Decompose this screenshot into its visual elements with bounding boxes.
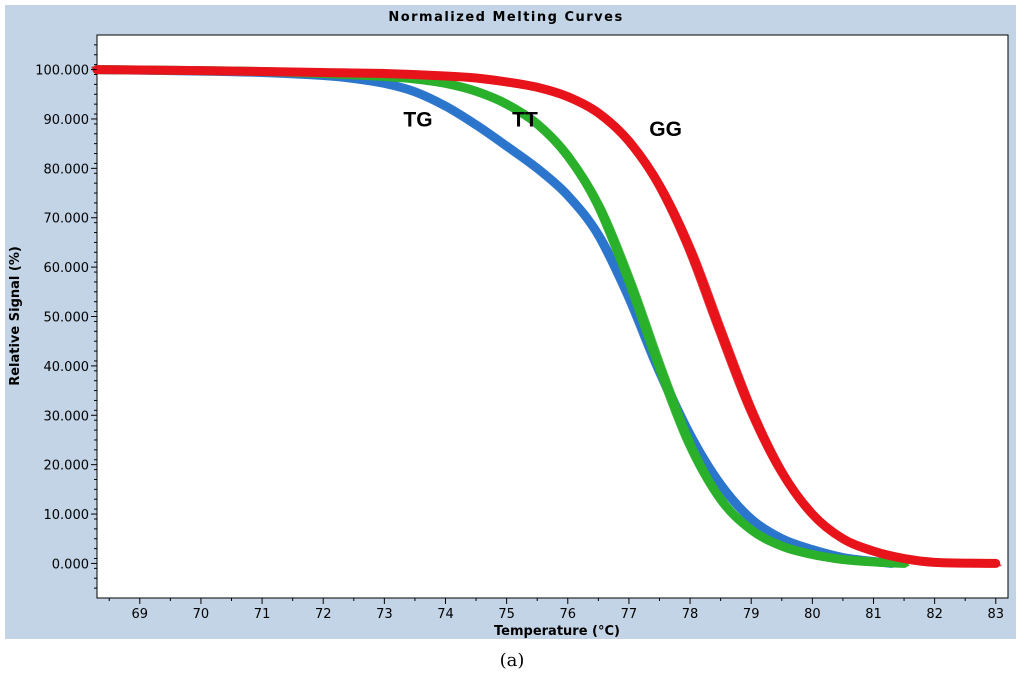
y-axis-title: Relative Signal (%) (8, 246, 23, 386)
y-tick-label: 0.000 (52, 557, 89, 572)
x-tick-label: 77 (621, 607, 638, 622)
y-tick-label: 20.000 (44, 459, 90, 474)
y-tick-label: 100.000 (35, 64, 89, 79)
x-axis-title: Temperature (°C) (494, 624, 620, 639)
x-tick-label: 69 (132, 607, 149, 622)
x-tick-label: 82 (926, 607, 943, 622)
y-axis-ticks: 0.000 10.000 20.000 30.000 40.000 50.000 60.00… (35, 44, 97, 589)
series-layer (91, 65, 1002, 568)
x-tick-label: 81 (865, 607, 882, 622)
x-tick-label: 78 (682, 607, 699, 622)
series-label-tt: TT (512, 108, 538, 131)
x-tick-label: 79 (743, 607, 760, 622)
y-tick-label: 50.000 (44, 311, 90, 326)
y-tick-label: 30.000 (44, 409, 90, 424)
y-tick-label: 10.000 (44, 508, 90, 523)
x-tick-label: 76 (560, 607, 577, 622)
y-tick-label: 90.000 (44, 113, 90, 128)
figure-caption: (a) (499, 650, 525, 671)
x-tick-label: 73 (376, 607, 393, 622)
x-tick-label: 75 (498, 607, 515, 622)
x-tick-label: 71 (254, 607, 271, 622)
y-tick-label: 40.000 (44, 360, 90, 375)
x-tick-label: 83 (987, 607, 1004, 622)
plot-area (96, 34, 1009, 599)
series-replicate-gg (100, 70, 999, 567)
x-tick-label: 74 (437, 607, 454, 622)
chart: Normalized Melting Curves TG TT GG 0.000 10… (8, 10, 1009, 639)
x-tick-label: 70 (193, 607, 210, 622)
x-axis-ticks: 69 70 71 72 73 74 75 76 77 78 79 80 81 82 83 (108, 598, 1004, 622)
y-tick-label: 80.000 (44, 162, 90, 177)
series-label-tg: TG (403, 108, 432, 131)
x-tick-label: 72 (315, 607, 332, 622)
y-tick-label: 60.000 (44, 261, 90, 276)
x-tick-label: 80 (804, 607, 821, 622)
series-gg (91, 65, 1002, 568)
chart-title: Normalized Melting Curves (388, 10, 623, 25)
series-label-layer: TG TT GG (403, 108, 682, 141)
series-label-gg: GG (649, 118, 682, 141)
y-tick-label: 70.000 (44, 212, 90, 227)
chart-frame: Normalized Melting Curves TG TT GG 0.000 10… (5, 5, 1016, 639)
